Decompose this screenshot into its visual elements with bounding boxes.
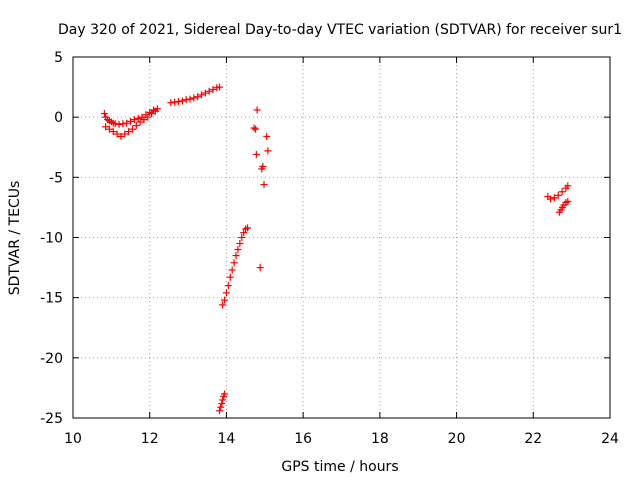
data-point [148, 110, 156, 118]
x-tick-label: 14 [218, 431, 236, 447]
data-point [230, 259, 238, 267]
data-point [226, 273, 234, 281]
data-point [127, 117, 135, 125]
data-point [238, 234, 246, 241]
y-tick-label: 5 [54, 50, 63, 66]
y-tick-label: 0 [54, 110, 63, 126]
data-point [111, 120, 119, 128]
data-point [219, 396, 227, 404]
data-point [252, 150, 260, 158]
data-point [258, 165, 266, 173]
data-point [197, 91, 205, 99]
data-point [178, 97, 186, 105]
x-tick-label: 16 [294, 431, 312, 447]
data-point [240, 229, 248, 237]
data-point [236, 240, 244, 248]
data-point [136, 118, 144, 126]
data-point [205, 87, 213, 95]
y-tick-label: -15 [40, 291, 63, 307]
data-point [219, 301, 227, 309]
data-point [554, 191, 562, 199]
data-point [221, 296, 229, 304]
x-tick-label: 10 [64, 431, 82, 447]
data-point [105, 125, 113, 133]
data-point [263, 132, 271, 140]
x-tick-labels: 10 12 14 16 18 20 22 24 [64, 431, 619, 447]
x-tick-label: 24 [601, 431, 619, 447]
data-point [171, 98, 179, 106]
axis-ticks [72, 56, 611, 419]
grid [73, 57, 610, 418]
data-point [119, 120, 127, 128]
x-tick-label: 18 [371, 431, 389, 447]
y-tick-label: -20 [40, 351, 63, 367]
data-point [558, 188, 566, 196]
y-axis-title: SDTVAR / TECUs [7, 181, 23, 296]
data-point [217, 403, 225, 411]
data-point [564, 197, 572, 205]
series-points [100, 83, 572, 415]
data-point [253, 106, 261, 114]
data-point [140, 116, 148, 124]
data-point [174, 98, 182, 106]
y-tick-label: -25 [40, 411, 63, 427]
data-point [250, 124, 258, 132]
y-tick-label: -10 [40, 231, 63, 247]
data-point [123, 119, 131, 127]
data-point [167, 99, 175, 107]
data-point [256, 264, 264, 272]
data-point [221, 390, 229, 398]
data-point [547, 195, 555, 203]
data-point [216, 407, 224, 415]
data-point [260, 181, 268, 189]
data-point [190, 94, 198, 102]
data-point [194, 93, 202, 101]
data-point [132, 122, 140, 130]
data-point [151, 107, 159, 115]
x-tick-label: 20 [448, 431, 466, 447]
data-point [115, 120, 123, 128]
data-point [264, 147, 272, 155]
data-point [102, 123, 110, 131]
data-point [144, 113, 152, 121]
data-point [234, 246, 242, 254]
data-point [201, 89, 209, 97]
x-axis-title: GPS time / hours [281, 459, 398, 475]
data-point [100, 110, 108, 118]
data-point [109, 128, 117, 136]
data-point [209, 85, 217, 93]
data-point [232, 252, 240, 260]
data-point [216, 83, 224, 91]
data-point [121, 130, 129, 138]
data-point [130, 116, 138, 124]
data-point [117, 132, 125, 140]
data-point [564, 182, 572, 190]
data-point [218, 400, 226, 408]
y-tick-labels: 5 0 -5 -10 -15 -20 -25 [40, 50, 63, 427]
data-point [224, 282, 232, 290]
data-point [222, 289, 230, 297]
data-point [182, 96, 190, 104]
data-point [228, 266, 236, 274]
data-point [186, 95, 194, 103]
data-point [128, 125, 136, 133]
x-tick-label: 12 [141, 431, 159, 447]
x-tick-label: 22 [524, 431, 542, 447]
data-point [113, 130, 121, 138]
data-point [125, 128, 133, 136]
data-point [244, 224, 252, 232]
data-point [134, 114, 142, 122]
data-point [252, 125, 260, 133]
data-point [550, 194, 558, 202]
y-tick-label: -5 [49, 170, 63, 186]
chart-title: Day 320 of 2021, Sidereal Day-to-day VTE… [58, 22, 622, 38]
